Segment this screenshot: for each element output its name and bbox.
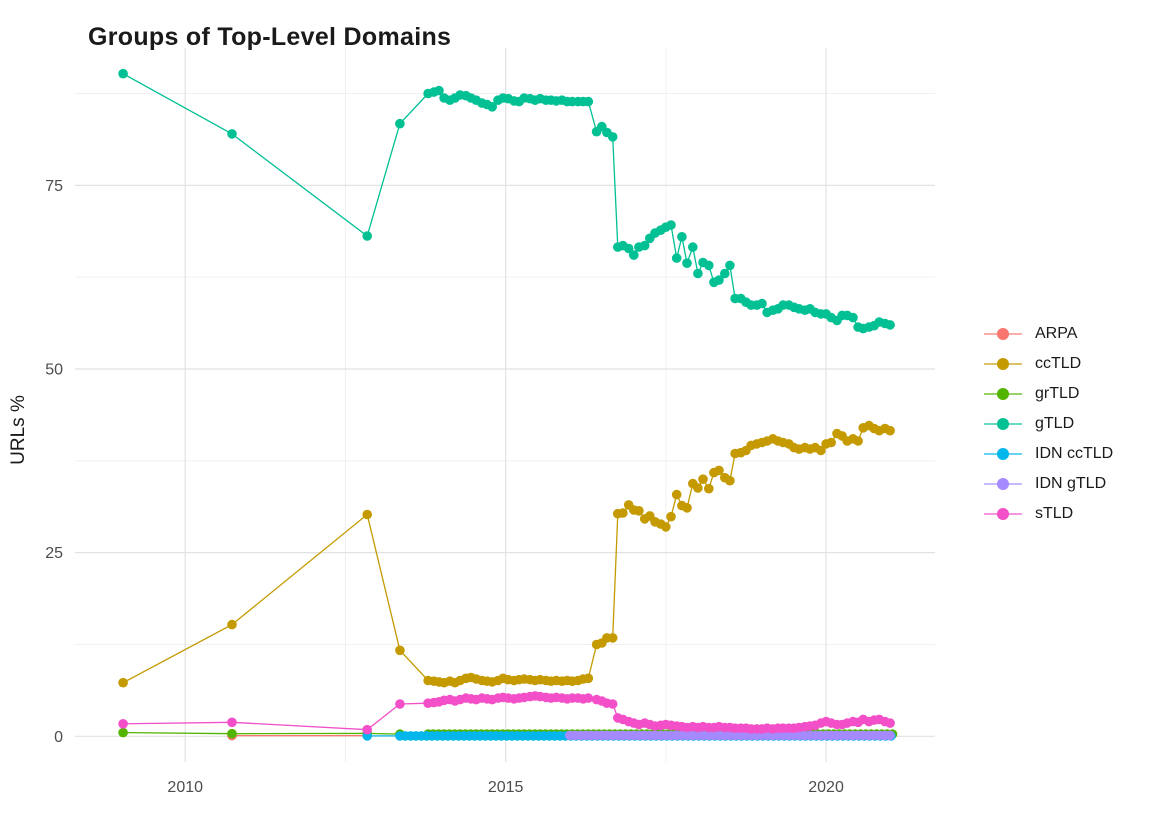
data-point (671, 489, 682, 500)
data-point (885, 320, 895, 330)
series-points-cctld (118, 420, 895, 688)
data-point (434, 85, 444, 96)
data-point (118, 677, 128, 688)
legend: ARPA ccTLD grTLD gTLD IDN ccTLD IDN gTLD sTLD (984, 319, 1113, 529)
data-point (395, 118, 405, 129)
data-point (885, 425, 895, 436)
data-point (698, 474, 708, 485)
data-point (583, 693, 594, 703)
data-point (885, 730, 895, 741)
legend-label: ARPA (1035, 325, 1078, 342)
data-point (671, 253, 682, 263)
legend-key-icon (984, 447, 1022, 461)
data-point (853, 436, 863, 446)
data-point (848, 312, 858, 323)
data-point (693, 268, 703, 279)
x-tick-label: 2020 (808, 779, 844, 796)
data-point (618, 508, 628, 518)
x-tick-label: 2010 (167, 779, 203, 796)
x-tick-label: 2015 (488, 779, 524, 796)
legend-key-icon (984, 387, 1022, 401)
y-tick-label: 75 (45, 178, 63, 195)
data-point (362, 231, 373, 241)
data-point (118, 727, 128, 738)
data-point (623, 243, 634, 254)
legend-key-icon (984, 507, 1022, 521)
legend-label: IDN gTLD (1035, 475, 1107, 492)
data-point (634, 506, 644, 516)
data-point (629, 250, 639, 260)
legend-label: IDN ccTLD (1035, 445, 1114, 462)
series-points-idn-gtld (564, 730, 895, 741)
series-line-gtld (122, 73, 891, 330)
data-point (487, 102, 498, 112)
data-point (227, 717, 237, 728)
data-point (666, 220, 676, 230)
data-point (704, 483, 714, 494)
data-point (607, 633, 618, 643)
legend-item-arpa: ARPA (984, 319, 1113, 349)
data-point (639, 240, 650, 251)
data-point (816, 445, 826, 456)
data-point (704, 260, 714, 271)
data-point (362, 509, 373, 520)
legend-label: sTLD (1035, 505, 1074, 522)
data-point (362, 724, 373, 735)
data-point (885, 718, 895, 728)
y-tick-label: 50 (45, 362, 63, 379)
data-point (395, 645, 405, 656)
series-points-stld (118, 691, 895, 735)
legend-item-cctld: ccTLD (984, 349, 1113, 379)
data-point (757, 298, 767, 309)
data-point (682, 503, 692, 513)
legend-key-icon (984, 327, 1022, 341)
data-point (677, 232, 687, 242)
data-point (693, 483, 703, 493)
legend-item-idn-gtld: IDN gTLD (984, 469, 1113, 499)
legend-key-icon (984, 477, 1022, 491)
data-point (607, 699, 618, 709)
data-point (227, 129, 237, 139)
data-point (118, 68, 128, 79)
y-tick-label: 25 (45, 545, 63, 562)
data-point (227, 619, 237, 630)
legend-item-idn-cctld: IDN ccTLD (984, 439, 1113, 469)
data-point (714, 275, 724, 285)
data-point (725, 475, 735, 486)
data-point (118, 719, 128, 729)
data-point (682, 258, 692, 269)
legend-item-gtld: gTLD (984, 409, 1113, 439)
data-point (395, 699, 405, 709)
series-points-gtld (118, 68, 895, 334)
chart-title: Groups of Top-Level Domains (88, 22, 452, 51)
data-point (583, 96, 594, 107)
data-point (227, 728, 237, 739)
legend-label: ccTLD (1035, 355, 1082, 372)
data-point (826, 437, 836, 448)
legend-key-icon (984, 417, 1022, 431)
data-point (583, 673, 594, 684)
data-point (720, 268, 730, 279)
legend-item-grtld: grTLD (984, 379, 1113, 409)
data-point (661, 522, 671, 532)
data-point (714, 465, 724, 476)
data-point (666, 511, 676, 522)
y-tick-label: 0 (54, 729, 63, 746)
data-point (688, 242, 698, 252)
legend-label: gTLD (1035, 415, 1075, 432)
data-point (725, 260, 735, 271)
legend-item-stld: sTLD (984, 499, 1113, 529)
legend-label: grTLD (1035, 385, 1080, 402)
legend-key-icon (984, 357, 1022, 371)
data-point (607, 132, 618, 142)
